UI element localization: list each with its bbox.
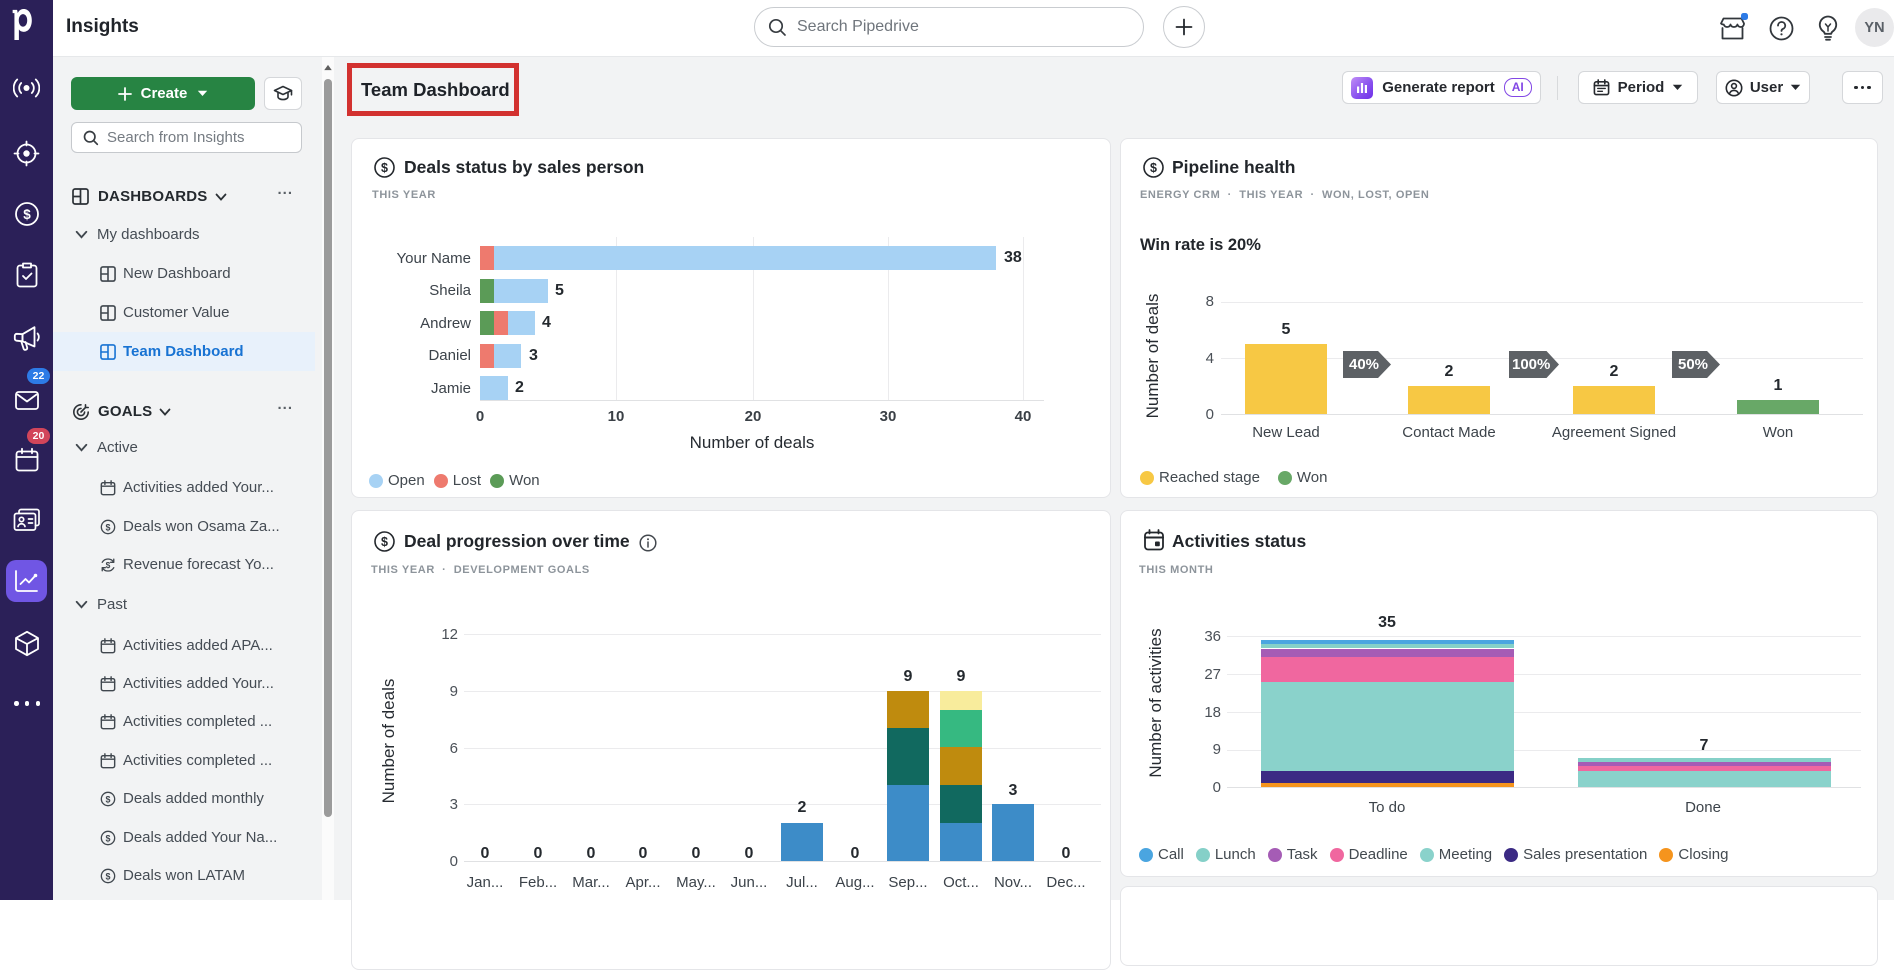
svg-text:$: $	[23, 207, 31, 222]
svg-text:$: $	[381, 535, 388, 549]
svg-text:$: $	[106, 522, 111, 532]
svg-text:$: $	[381, 161, 388, 175]
svg-text:$: $	[106, 560, 111, 570]
svg-text:$: $	[106, 871, 111, 881]
svg-text:$: $	[106, 833, 111, 843]
svg-text:$: $	[1150, 161, 1157, 175]
svg-text:$: $	[106, 794, 111, 804]
